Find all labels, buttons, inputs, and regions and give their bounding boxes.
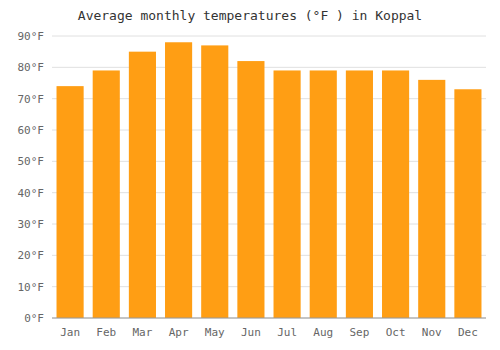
x-tick-label: Nov [422,326,442,339]
bar [418,80,445,318]
y-tick-label: 30°F [18,218,45,231]
y-tick-label: 70°F [18,93,45,106]
bar [274,70,301,318]
y-tick-label: 90°F [18,30,45,43]
x-axis: Jan Feb Mar Apr May Jun Jul Aug Sep Oct Nov Dec [60,326,478,339]
bar [93,70,120,318]
chart-title: Average monthly temperatures (°F ) in Ko… [78,8,422,23]
grid-line [52,318,486,319]
x-tick-label: Aug [313,326,333,339]
x-tick-label: Jun [241,326,261,339]
bar [201,45,228,318]
x-tick-label: Dec [458,326,478,339]
x-tick-label: Mar [132,326,152,339]
bars [57,42,482,318]
x-tick-label: Sep [349,326,369,339]
grid-line [52,36,486,37]
y-tick-label: 80°F [18,61,45,74]
y-tick-label: 20°F [18,249,45,262]
bar [310,70,337,318]
y-grid [52,36,486,318]
x-tick-label: Jul [277,326,297,339]
bar [129,52,156,318]
bar [237,61,264,318]
bar [382,70,409,318]
bar [454,89,481,318]
x-tick-label: Jan [60,326,80,339]
x-tick-label: Feb [96,326,116,339]
x-tick-label: Apr [169,326,189,339]
bar [165,42,192,318]
y-tick-label: 40°F [18,187,45,200]
bar [346,70,373,318]
y-tick-label: 10°F [18,281,45,294]
y-tick-label: 60°F [18,124,45,137]
chart-svg: Average monthly temperatures (°F ) in Ko… [0,0,500,350]
bar [57,86,84,318]
x-tick-label: Oct [386,326,406,339]
y-tick-label: 0°F [24,312,44,325]
x-tick-label: May [205,326,225,339]
chart-container: Average monthly temperatures (°F ) in Ko… [0,0,500,350]
y-tick-label: 50°F [18,155,45,168]
y-axis: 0°F 10°F 20°F 30°F 40°F 50°F 60°F 70°F 80°F 90°F [18,30,45,325]
x-axis-line [52,318,486,319]
grid-line [52,67,486,68]
